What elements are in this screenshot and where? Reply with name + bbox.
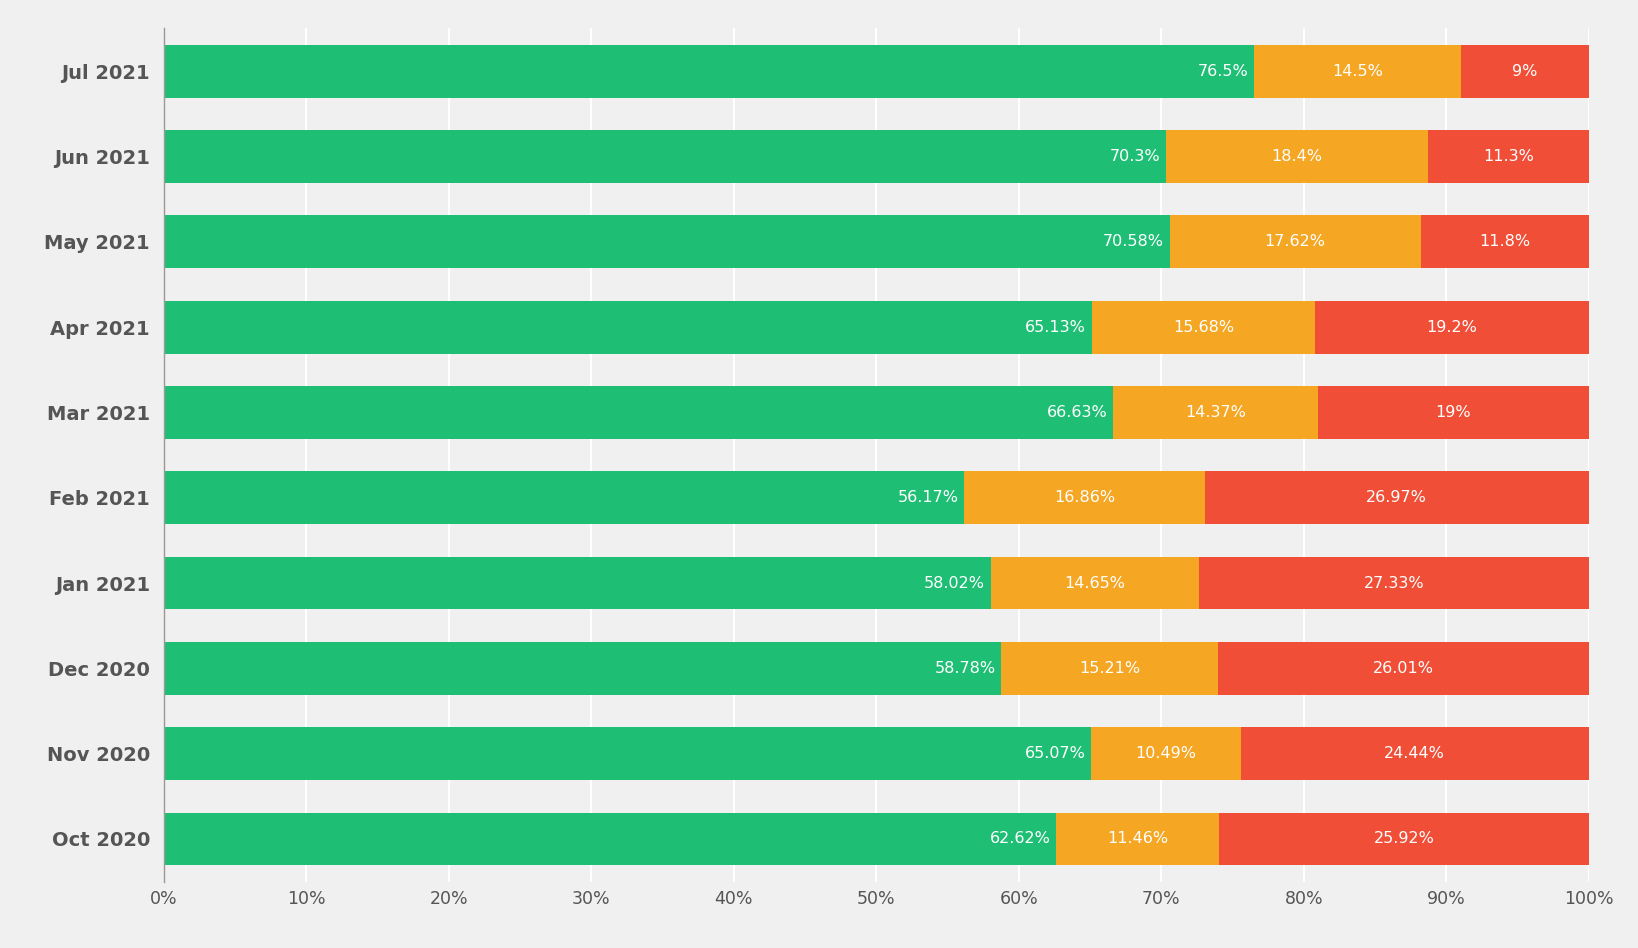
Text: 70.3%: 70.3% — [1109, 149, 1160, 164]
Bar — [1001, 642, 1219, 695]
Text: 14.5%: 14.5% — [1332, 64, 1382, 79]
Bar — [1428, 130, 1589, 183]
Bar — [1240, 727, 1589, 780]
Bar — [1093, 301, 1315, 354]
Bar — [164, 556, 991, 610]
Text: 14.65%: 14.65% — [1065, 575, 1125, 591]
Bar — [164, 45, 1255, 98]
Bar — [1255, 45, 1461, 98]
Bar — [1315, 301, 1589, 354]
Text: 24.44%: 24.44% — [1384, 746, 1445, 761]
Text: 65.07%: 65.07% — [1024, 746, 1086, 761]
Bar — [164, 812, 1057, 866]
Bar — [164, 130, 1166, 183]
Text: 18.4%: 18.4% — [1271, 149, 1322, 164]
Text: 66.63%: 66.63% — [1047, 405, 1107, 420]
Bar — [1166, 130, 1428, 183]
Text: 16.86%: 16.86% — [1053, 490, 1115, 505]
Text: 15.21%: 15.21% — [1079, 661, 1140, 676]
Text: 15.68%: 15.68% — [1173, 319, 1233, 335]
Bar — [1204, 471, 1589, 524]
Text: 11.8%: 11.8% — [1479, 234, 1530, 249]
Text: 56.17%: 56.17% — [898, 490, 958, 505]
Bar — [164, 301, 1093, 354]
Bar — [965, 471, 1204, 524]
Bar — [1461, 45, 1589, 98]
Bar — [1114, 386, 1319, 439]
Text: 11.46%: 11.46% — [1107, 831, 1168, 847]
Text: 27.33%: 27.33% — [1364, 575, 1425, 591]
Text: 58.78%: 58.78% — [935, 661, 996, 676]
Text: 17.62%: 17.62% — [1265, 234, 1325, 249]
Text: 26.97%: 26.97% — [1366, 490, 1427, 505]
Bar — [1199, 556, 1589, 610]
Bar — [164, 642, 1001, 695]
Bar — [1420, 215, 1589, 268]
Bar — [164, 471, 965, 524]
Text: 19%: 19% — [1435, 405, 1471, 420]
Text: 19.2%: 19.2% — [1427, 319, 1477, 335]
Bar — [164, 386, 1114, 439]
Text: 11.3%: 11.3% — [1482, 149, 1533, 164]
Text: 76.5%: 76.5% — [1197, 64, 1248, 79]
Text: 14.37%: 14.37% — [1186, 405, 1247, 420]
Bar — [1219, 812, 1589, 866]
Bar — [1219, 642, 1589, 695]
Bar — [991, 556, 1199, 610]
Bar — [164, 727, 1091, 780]
Bar — [1091, 727, 1240, 780]
Text: 9%: 9% — [1512, 64, 1538, 79]
Bar — [1319, 386, 1589, 439]
Text: 65.13%: 65.13% — [1025, 319, 1086, 335]
Bar — [164, 215, 1170, 268]
Text: 25.92%: 25.92% — [1374, 831, 1435, 847]
Text: 26.01%: 26.01% — [1373, 661, 1433, 676]
Bar — [1170, 215, 1420, 268]
Text: 10.49%: 10.49% — [1135, 746, 1196, 761]
Text: 62.62%: 62.62% — [989, 831, 1050, 847]
Text: 58.02%: 58.02% — [924, 575, 984, 591]
Bar — [1057, 812, 1219, 866]
Text: 70.58%: 70.58% — [1102, 234, 1165, 249]
